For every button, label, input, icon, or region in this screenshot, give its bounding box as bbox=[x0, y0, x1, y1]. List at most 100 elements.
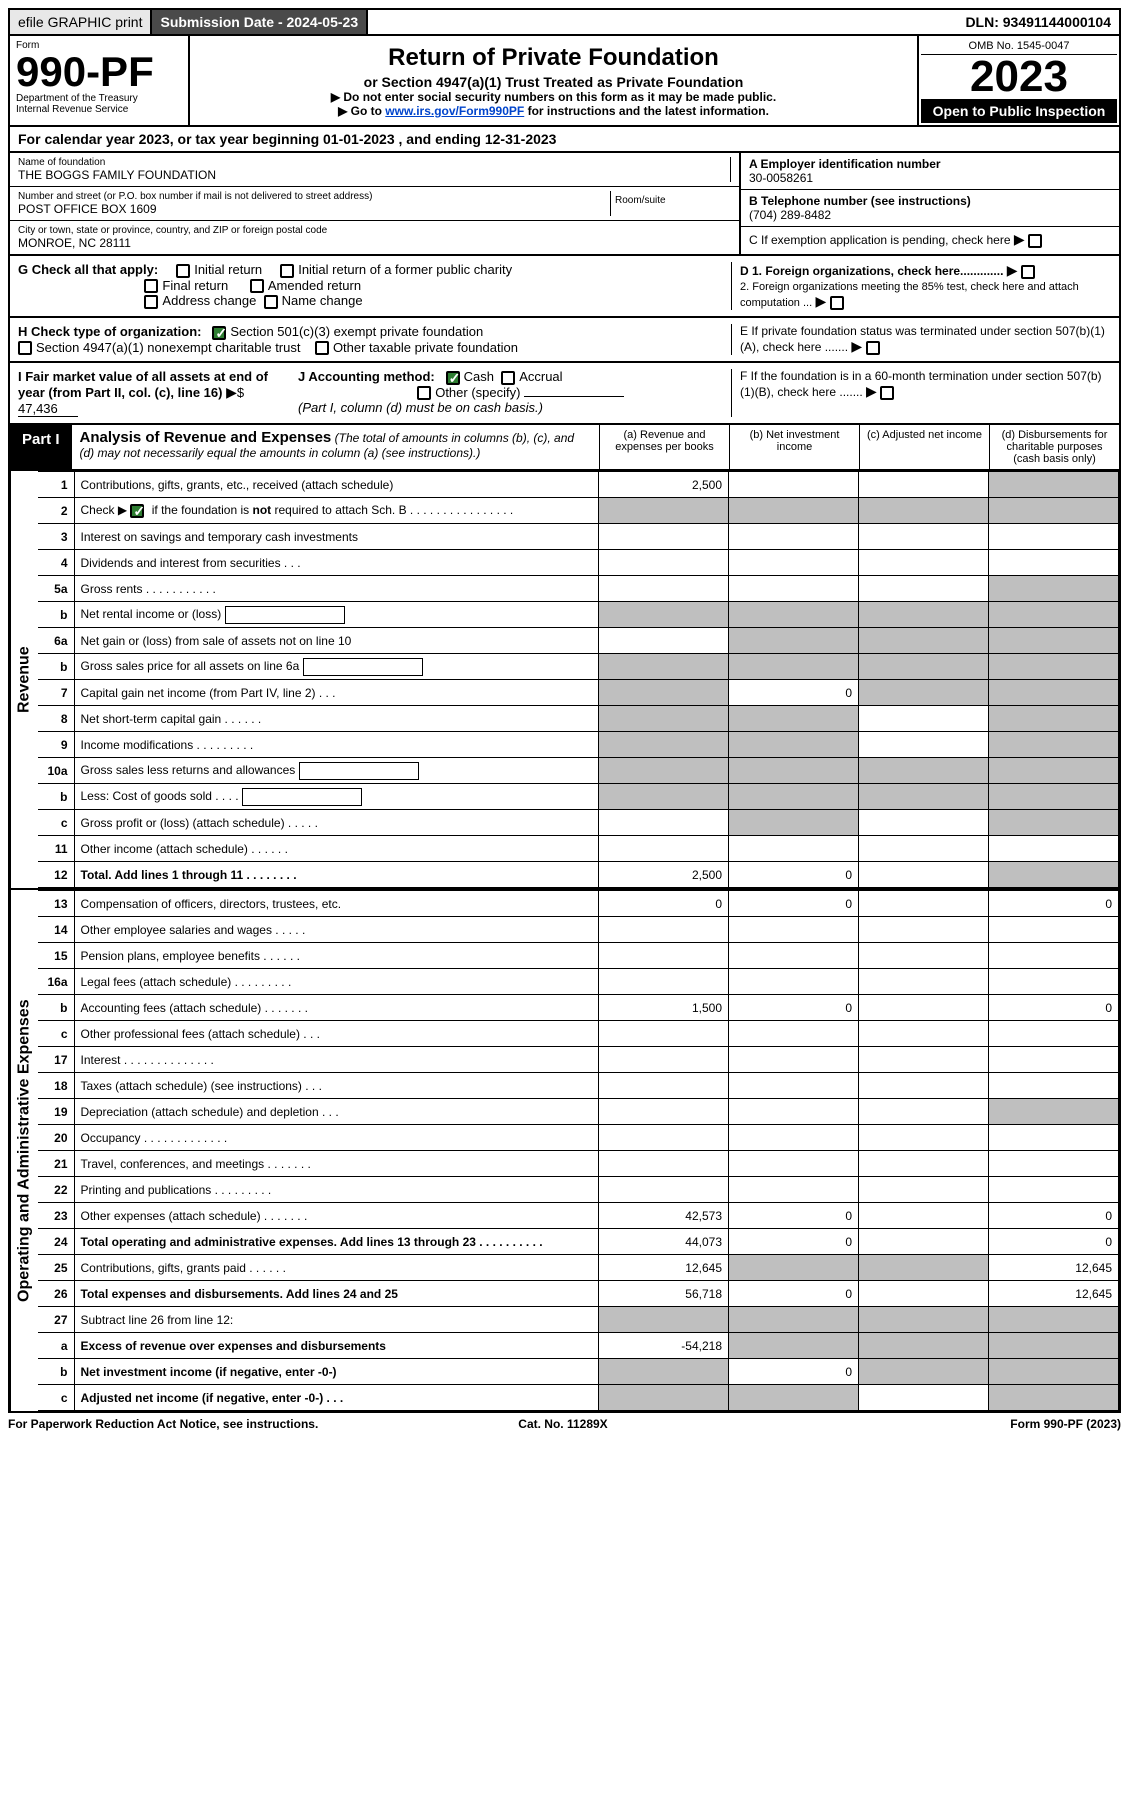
instructions-link[interactable]: www.irs.gov/Form990PF bbox=[385, 104, 524, 118]
row-desc: Check ▶ if the foundation is not require… bbox=[74, 498, 599, 524]
row-desc: Gross profit or (loss) (attach schedule)… bbox=[74, 810, 599, 836]
col-d-val bbox=[989, 680, 1119, 706]
row-num: 4 bbox=[38, 550, 74, 576]
checkbox-e[interactable] bbox=[866, 341, 880, 355]
col-d-val bbox=[989, 1099, 1119, 1125]
col-b-val bbox=[729, 732, 859, 758]
col-d-val: 12,645 bbox=[989, 1255, 1119, 1281]
checkbox-c[interactable] bbox=[1028, 234, 1042, 248]
row-num: 22 bbox=[38, 1177, 74, 1203]
row-num: 17 bbox=[38, 1047, 74, 1073]
checkbox-g1[interactable] bbox=[176, 264, 190, 278]
row-desc: Interest on savings and temporary cash i… bbox=[74, 524, 599, 550]
col-d-val bbox=[989, 602, 1119, 628]
col-c-val bbox=[859, 1021, 989, 1047]
page-footer: For Paperwork Reduction Act Notice, see … bbox=[8, 1413, 1121, 1435]
row-desc: Total operating and administrative expen… bbox=[74, 1229, 599, 1255]
col-d-val: 12,645 bbox=[989, 1281, 1119, 1307]
row-desc: Other employee salaries and wages . . . … bbox=[74, 917, 599, 943]
checkbox-j2[interactable] bbox=[501, 371, 515, 385]
col-a-val bbox=[599, 1073, 729, 1099]
col-a-val bbox=[599, 943, 729, 969]
col-a-val: 1,500 bbox=[599, 995, 729, 1021]
col-c-val bbox=[859, 995, 989, 1021]
col-d-val bbox=[989, 943, 1119, 969]
row-num: b bbox=[38, 784, 74, 810]
col-c-val bbox=[859, 654, 989, 680]
col-a-val bbox=[599, 732, 729, 758]
col-d-val bbox=[989, 472, 1119, 498]
col-a-val bbox=[599, 576, 729, 602]
checkbox-d2[interactable] bbox=[830, 296, 844, 310]
col-a-val: 2,500 bbox=[599, 472, 729, 498]
row-num: 2 bbox=[38, 498, 74, 524]
col-c-val bbox=[859, 1151, 989, 1177]
col-b-val bbox=[729, 1047, 859, 1073]
col-a-val: -54,218 bbox=[599, 1333, 729, 1359]
col-d-val bbox=[989, 654, 1119, 680]
row-num: 27 bbox=[38, 1307, 74, 1333]
checkbox-g5[interactable] bbox=[144, 295, 158, 309]
efile-button[interactable]: efile GRAPHIC print bbox=[10, 10, 152, 34]
row-desc: Compensation of officers, directors, tru… bbox=[74, 891, 599, 917]
expenses-table: 13Compensation of officers, directors, t… bbox=[38, 890, 1119, 1411]
col-c-val bbox=[859, 706, 989, 732]
checkbox-h2[interactable] bbox=[18, 341, 32, 355]
checkbox-j3[interactable] bbox=[417, 386, 431, 400]
calendar-year: For calendar year 2023, or tax year begi… bbox=[8, 127, 1121, 153]
col-b-val bbox=[729, 706, 859, 732]
checkbox-h1[interactable] bbox=[212, 326, 226, 340]
row-num: 13 bbox=[38, 891, 74, 917]
checkbox-g6[interactable] bbox=[264, 295, 278, 309]
checkbox-h3[interactable] bbox=[315, 341, 329, 355]
col-b-val bbox=[729, 498, 859, 524]
col-c-val bbox=[859, 1255, 989, 1281]
revenue-table: 1Contributions, gifts, grants, etc., rec… bbox=[38, 471, 1119, 888]
phone-label: B Telephone number (see instructions) bbox=[749, 194, 971, 208]
form-number: 990-PF bbox=[16, 51, 182, 93]
col-d-val: 0 bbox=[989, 891, 1119, 917]
col-d-val bbox=[989, 1073, 1119, 1099]
col-c-val bbox=[859, 969, 989, 995]
row-num: 14 bbox=[38, 917, 74, 943]
name-label: Name of foundation bbox=[18, 157, 730, 168]
tax-year: 2023 bbox=[921, 55, 1117, 99]
row-num: c bbox=[38, 1385, 74, 1411]
row-desc: Net investment income (if negative, ente… bbox=[74, 1359, 599, 1385]
checkbox-d1[interactable] bbox=[1021, 265, 1035, 279]
col-b-val bbox=[729, 1073, 859, 1099]
col-b-val: 0 bbox=[729, 995, 859, 1021]
checkbox-g4[interactable] bbox=[250, 279, 264, 293]
line-d2: 2. Foreign organizations meeting the 85%… bbox=[740, 281, 1079, 309]
col-a-val bbox=[599, 1177, 729, 1203]
part-title: Analysis of Revenue and Expenses bbox=[80, 429, 332, 446]
city-label: City or town, state or province, country… bbox=[18, 225, 731, 236]
col-d-val bbox=[989, 784, 1119, 810]
col-c-val bbox=[859, 758, 989, 784]
col-a-val: 0 bbox=[599, 891, 729, 917]
col-b-val bbox=[729, 1333, 859, 1359]
col-c-val bbox=[859, 1099, 989, 1125]
row-desc: Adjusted net income (if negative, enter … bbox=[74, 1385, 599, 1411]
col-b-val bbox=[729, 784, 859, 810]
part-1-header: Part I Analysis of Revenue and Expenses … bbox=[8, 425, 1121, 471]
row-num: 10a bbox=[38, 758, 74, 784]
col-b-val: 0 bbox=[729, 1229, 859, 1255]
col-c-val bbox=[859, 628, 989, 654]
col-d-val bbox=[989, 550, 1119, 576]
form-subtitle: or Section 4947(a)(1) Trust Treated as P… bbox=[196, 74, 911, 90]
row-desc: Pension plans, employee benefits . . . .… bbox=[74, 943, 599, 969]
col-c-val bbox=[859, 524, 989, 550]
checkbox-j1[interactable] bbox=[446, 371, 460, 385]
revenue-section: Revenue 1Contributions, gifts, grants, e… bbox=[8, 471, 1121, 890]
col-d-val bbox=[989, 862, 1119, 888]
col-b-val bbox=[729, 1125, 859, 1151]
row-num: 26 bbox=[38, 1281, 74, 1307]
checkbox-f[interactable] bbox=[880, 386, 894, 400]
col-d-val bbox=[989, 1021, 1119, 1047]
col-c-val bbox=[859, 1203, 989, 1229]
col-d-val bbox=[989, 758, 1119, 784]
col-a-val bbox=[599, 1151, 729, 1177]
checkbox-g2[interactable] bbox=[280, 264, 294, 278]
checkbox-g3[interactable] bbox=[144, 279, 158, 293]
